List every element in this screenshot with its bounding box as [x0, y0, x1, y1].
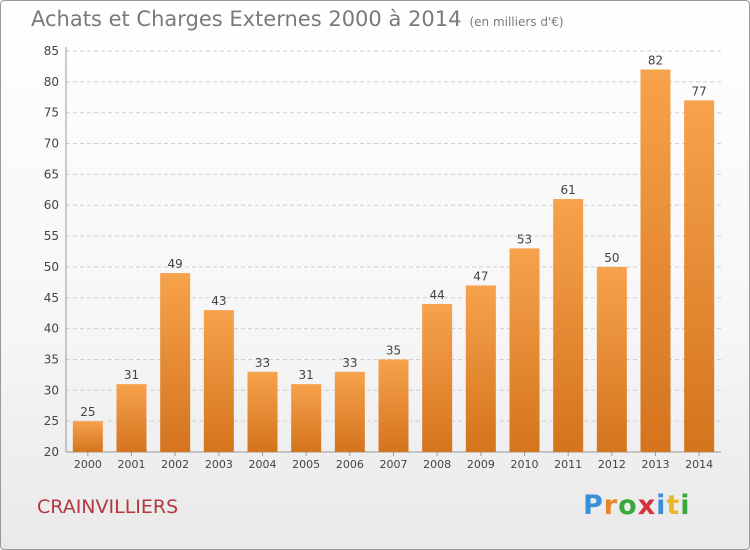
data-label: 44 [430, 288, 445, 302]
bar [291, 384, 322, 452]
x-tick-label: 2009 [467, 458, 495, 471]
bar [422, 303, 453, 452]
bar [247, 371, 278, 452]
y-tick-label: 70 [44, 137, 59, 151]
logo-letter: x [637, 490, 657, 521]
y-tick-label: 85 [44, 44, 59, 58]
y-tick-label: 35 [44, 352, 59, 366]
chart-unit: (en milliers d'€) [469, 15, 564, 29]
y-tick-label: 20 [44, 445, 59, 459]
logo-letter: i [680, 490, 691, 521]
bar [465, 285, 496, 452]
bar [203, 310, 234, 452]
x-tick-label: 2013 [642, 458, 670, 471]
logo-letter: i [656, 490, 667, 521]
y-tick-label: 40 [44, 322, 59, 336]
y-tick-label: 50 [44, 260, 59, 274]
bar [553, 199, 584, 452]
x-tick-label: 2012 [598, 458, 626, 471]
x-tick-label: 2005 [292, 458, 320, 471]
data-label: 33 [342, 356, 357, 370]
x-tick-label: 2001 [118, 458, 146, 471]
logo-letter: o [618, 490, 638, 521]
data-label: 61 [561, 183, 576, 197]
x-tick-label: 2010 [511, 458, 539, 471]
y-tick-label: 75 [44, 106, 59, 120]
data-label: 53 [517, 232, 532, 246]
chart-title: Achats et Charges Externes 2000 à 2014 (e… [31, 7, 564, 31]
data-label: 77 [692, 84, 707, 98]
bar [640, 69, 671, 452]
y-tick-label: 55 [44, 229, 59, 243]
bar [334, 371, 365, 452]
x-tick-label: 2002 [161, 458, 189, 471]
y-tick-label: 65 [44, 167, 59, 181]
x-tick-label: 2014 [685, 458, 713, 471]
data-label: 31 [124, 368, 139, 382]
bar [116, 384, 147, 452]
data-label: 31 [299, 368, 314, 382]
data-label: 49 [168, 257, 183, 271]
y-tick-label: 30 [44, 383, 59, 397]
data-label: 25 [80, 405, 95, 419]
data-label: 47 [473, 269, 488, 283]
x-tick-label: 2000 [74, 458, 102, 471]
y-tick-label: 80 [44, 75, 59, 89]
proxiti-logo[interactable]: Proxiti [583, 490, 691, 521]
chart-title-text: Achats et Charges Externes 2000 à 2014 [31, 7, 462, 31]
y-tick-label: 45 [44, 291, 59, 305]
data-label: 35 [386, 343, 401, 357]
bar [160, 273, 191, 452]
x-tick-label: 2011 [554, 458, 582, 471]
bar [509, 248, 540, 452]
commune-name: CRAINVILLIERS [37, 496, 179, 518]
data-label: 43 [211, 294, 226, 308]
x-tick-label: 2004 [249, 458, 277, 471]
x-tick-label: 2003 [205, 458, 233, 471]
data-label: 82 [648, 54, 663, 68]
bar [72, 421, 103, 452]
logo-letter: r [603, 490, 619, 521]
bar [378, 359, 409, 452]
data-label: 33 [255, 356, 270, 370]
logo-letter: P [583, 490, 604, 521]
y-tick-label: 60 [44, 198, 59, 212]
data-label: 50 [604, 251, 619, 265]
x-tick-label: 2006 [336, 458, 364, 471]
x-tick-label: 2007 [380, 458, 408, 471]
bar [684, 100, 715, 452]
y-tick-label: 25 [44, 414, 59, 428]
x-tick-label: 2008 [423, 458, 451, 471]
bar [596, 266, 627, 452]
logo-letter: t [666, 490, 681, 521]
